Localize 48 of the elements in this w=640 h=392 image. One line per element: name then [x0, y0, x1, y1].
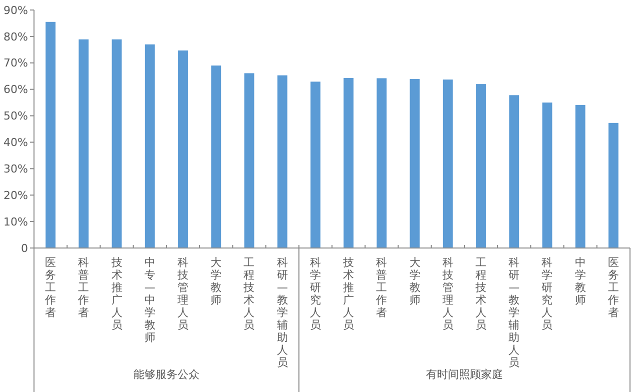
bar	[310, 82, 320, 248]
x-tick-label: 大学教师	[409, 256, 420, 306]
x-tick-label: 科普工作者	[77, 256, 90, 319]
bar	[46, 22, 56, 248]
bar	[376, 78, 387, 248]
x-tick-label: 医务工作者	[44, 256, 56, 319]
x-tick-label: 中专—中学教师	[144, 256, 156, 344]
bar	[277, 75, 288, 248]
x-tick-label: 科学研究人员	[310, 256, 321, 332]
bar	[608, 122, 618, 248]
bar	[575, 104, 586, 248]
bar	[509, 95, 520, 248]
bar	[476, 84, 486, 248]
bar	[144, 44, 155, 248]
bar	[78, 39, 89, 248]
text: 能够服务公众	[133, 368, 200, 381]
x-tick-label: 大学教师	[210, 256, 222, 306]
y-tick-label: 40%	[4, 136, 28, 150]
y-tick-label: 50%	[4, 110, 28, 123]
x-tick-label: 工程技术人员	[242, 256, 255, 332]
y-tick-label: 30%	[4, 162, 28, 176]
x-tick-label: 科学研究人员	[542, 256, 553, 332]
y-tick-label: 70%	[4, 56, 28, 70]
x-tick-label: 技术推广人员	[110, 256, 122, 332]
y-tick-label: 90%	[4, 4, 28, 17]
x-tick-label: 技术推广人员	[342, 256, 354, 332]
bar	[244, 73, 254, 248]
category-label: 科研—教学辅助人员	[276, 256, 288, 369]
x-tick-label: 工程技术人员	[474, 256, 486, 332]
y-tick-label: 20%	[4, 188, 28, 202]
y-tick-label: 80%	[4, 30, 28, 44]
x-tick-label: 科普工作者	[375, 256, 388, 319]
bar	[178, 50, 188, 248]
category-label: 科研—教学辅助人员	[508, 256, 520, 369]
bar	[211, 66, 222, 248]
y-tick-label: 60%	[4, 83, 28, 96]
y-tick-label: 0	[21, 242, 28, 255]
y-tick-label: 10%	[4, 215, 28, 228]
text: 有时间照顾家庭	[426, 368, 503, 381]
bar	[542, 102, 552, 248]
x-tick-label: 科技管理人员	[176, 256, 188, 332]
x-tick-label: 科技管理人员	[441, 256, 454, 332]
x-tick-label: 中学教师	[574, 256, 586, 306]
x-tick-label: 医务工作者	[606, 256, 619, 319]
bar	[112, 39, 122, 248]
bar	[410, 79, 420, 248]
bar	[442, 80, 453, 248]
bar	[344, 78, 354, 248]
